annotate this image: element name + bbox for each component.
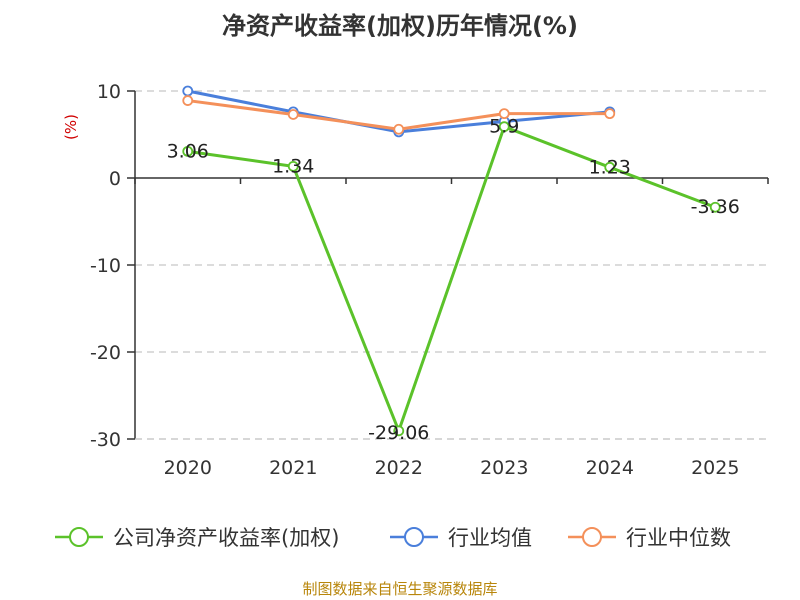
legend-marker bbox=[69, 527, 89, 547]
legend-label: 公司净资产收益率(加权) bbox=[113, 526, 339, 550]
data-point bbox=[287, 109, 299, 120]
y-tick-label: 10 bbox=[97, 81, 121, 103]
y-tick-label: -10 bbox=[90, 255, 121, 277]
data-label: -29.06 bbox=[368, 422, 429, 444]
data-point bbox=[287, 160, 299, 172]
x-tick-label: 2022 bbox=[375, 457, 423, 479]
y-axis-label: (%) bbox=[62, 114, 80, 140]
data-label: -3.36 bbox=[691, 196, 740, 218]
data-point bbox=[709, 201, 721, 213]
x-tick-label: 2025 bbox=[691, 457, 739, 479]
x-tick-label: 2020 bbox=[164, 457, 212, 479]
data-label: 1.34 bbox=[272, 155, 314, 177]
y-tick-label: -20 bbox=[90, 342, 121, 364]
data-point bbox=[498, 121, 510, 133]
data-label: 5.9 bbox=[489, 116, 519, 138]
data-point bbox=[393, 123, 405, 135]
legend-label: 行业均值 bbox=[448, 526, 532, 550]
data-point bbox=[182, 85, 194, 97]
chart-title: 净资产收益率(加权)历年情况(%) bbox=[222, 12, 578, 40]
series-line-0 bbox=[187, 125, 716, 433]
legend-marker bbox=[582, 527, 602, 547]
data-point bbox=[182, 145, 194, 157]
data-point bbox=[604, 108, 616, 120]
data-point bbox=[604, 161, 616, 173]
data-point bbox=[498, 108, 510, 120]
data-label: 1.23 bbox=[589, 156, 631, 178]
source-note: 制图数据来自恒生聚源数据库 bbox=[302, 580, 498, 598]
x-tick-label: 2021 bbox=[269, 457, 317, 479]
legend-label: 行业中位数 bbox=[626, 526, 731, 550]
data-point bbox=[182, 95, 194, 106]
data-label: 3.06 bbox=[167, 140, 209, 162]
x-tick-label: 2023 bbox=[480, 457, 528, 479]
x-tick-label: 2024 bbox=[586, 457, 634, 479]
legend-marker bbox=[404, 527, 424, 547]
y-tick-label: 0 bbox=[109, 168, 121, 190]
y-tick-label: -30 bbox=[90, 429, 121, 451]
data-point bbox=[393, 425, 405, 437]
